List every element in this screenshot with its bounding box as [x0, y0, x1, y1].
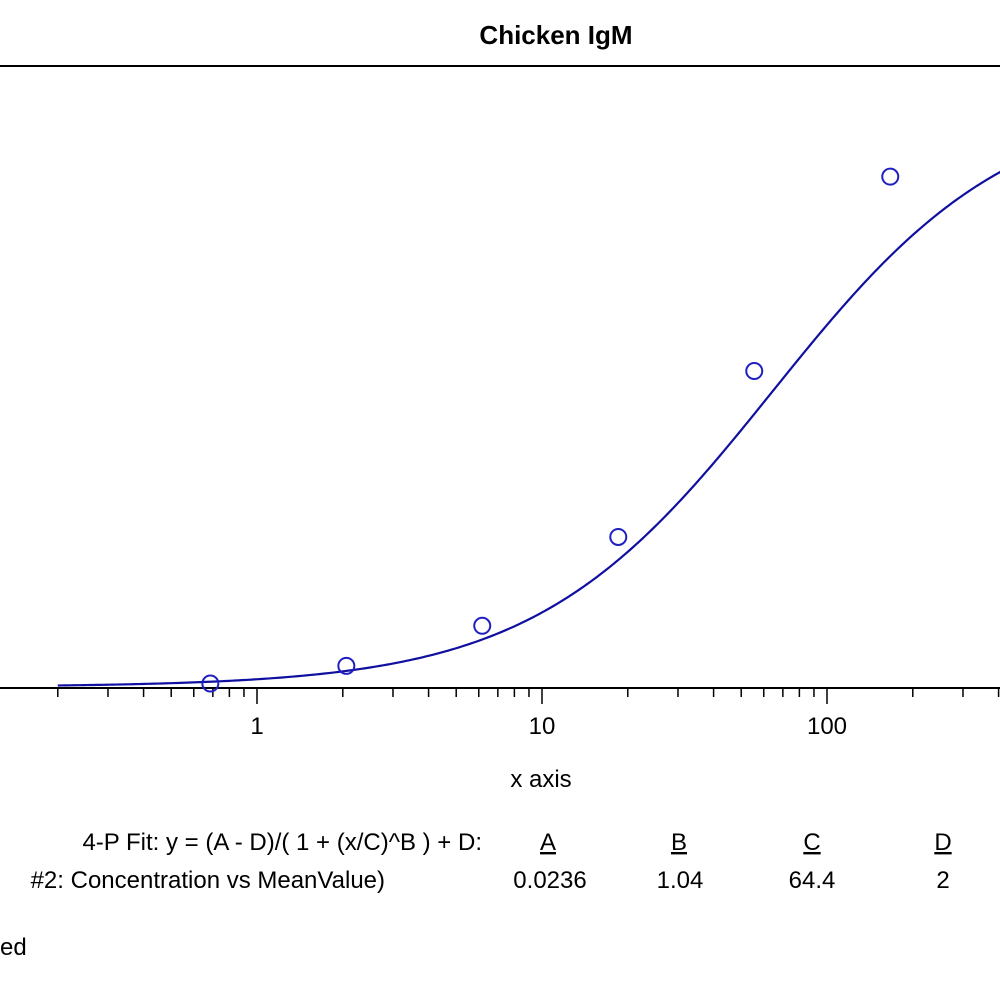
fit-header-c: C [803, 829, 820, 856]
fit-value-b: 1.04 [657, 867, 704, 894]
fit-row-label: #2: Concentration vs MeanValue) [31, 867, 385, 894]
data-point [881, 167, 900, 186]
chart-title: Chicken IgM [479, 20, 632, 50]
fit-value-c: 64.4 [789, 867, 836, 894]
data-point [473, 616, 492, 635]
fit-curve [57, 170, 1000, 687]
footer-text: ed [0, 934, 27, 961]
fit-header-b: B [671, 829, 687, 856]
fit-equation: 4-P Fit: y = (A - D)/( 1 + (x/C)^B ) + D… [82, 829, 482, 856]
fit-header-a: A [540, 829, 556, 856]
data-point [337, 656, 356, 675]
data-point [201, 674, 220, 693]
data-point [609, 527, 628, 546]
x-axis-tick-labels: 1 10 100 [250, 713, 847, 740]
data-points [201, 167, 900, 693]
x-tick-label: 1 [250, 713, 263, 740]
data-point [745, 362, 764, 381]
x-tick-label: 100 [807, 713, 847, 740]
fit-value-d: 2 [936, 867, 949, 894]
fit-header-d: D [934, 829, 951, 856]
x-axis-label: x axis [510, 766, 571, 793]
fit-value-a: 0.0236 [513, 867, 586, 894]
x-tick-label: 10 [529, 713, 556, 740]
x-axis-ticks [57, 688, 1000, 704]
